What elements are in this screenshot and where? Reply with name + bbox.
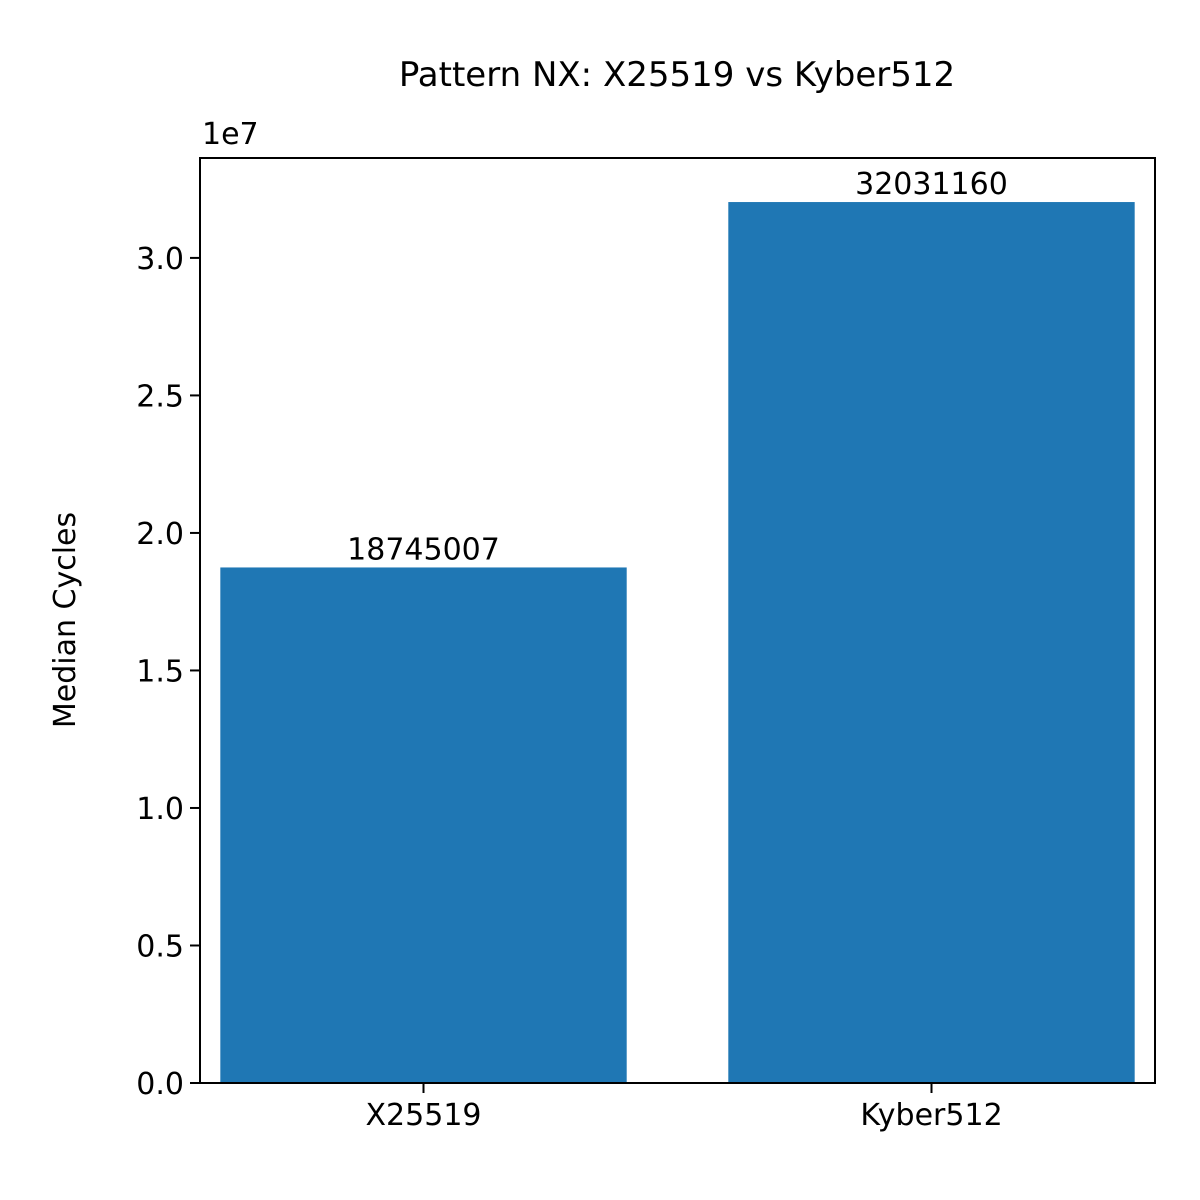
y-tick-label: 3.0 (136, 242, 184, 277)
bar-kyber512 (728, 202, 1135, 1084)
y-axis-offset-label: 1e7 (202, 117, 259, 152)
bar-x25519 (220, 567, 627, 1083)
y-axis-ticks: 0.0 0.5 1.0 1.5 2.0 2.5 3.0 (136, 242, 200, 1102)
y-tick-label: 2.0 (136, 517, 184, 552)
x-axis-ticks: X25519 Kyber512 (366, 1083, 1003, 1133)
y-axis-label: Median Cycles (48, 512, 83, 728)
bar-value-label-x25519: 18745007 (347, 532, 500, 567)
y-tick-label: 0.5 (136, 929, 184, 964)
x-tick-label-x25519: X25519 (366, 1098, 482, 1133)
bar-series (220, 202, 1135, 1084)
plot-frame (199, 157, 1156, 1084)
bar-value-labels: 18745007 32031160 (347, 167, 1008, 567)
y-tick-label: 1.0 (136, 792, 184, 827)
chart-title: Pattern NX: X25519 vs Kyber512 (399, 55, 955, 95)
x-tick-label-kyber512: Kyber512 (860, 1098, 1002, 1133)
y-tick-label: 2.5 (136, 379, 184, 414)
bar-value-label-kyber512: 32031160 (855, 167, 1008, 202)
y-tick-label: 0.0 (136, 1067, 184, 1102)
y-tick-label: 1.5 (136, 654, 184, 689)
